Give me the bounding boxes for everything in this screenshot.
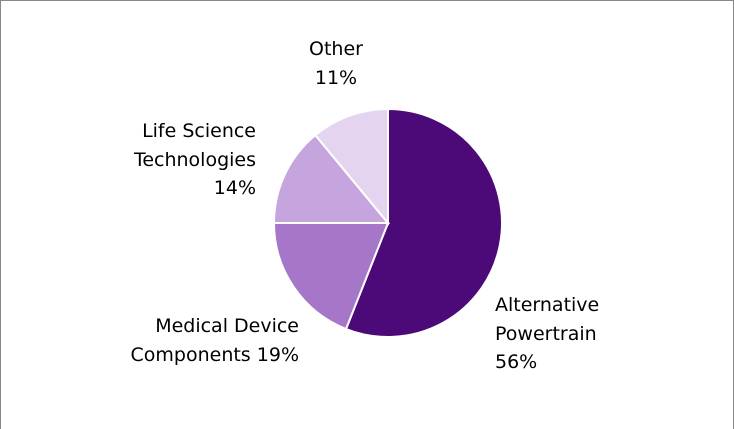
slice-label: Alternative Powertrain 56% [495, 291, 635, 377]
category-name: Life Science Technologies [133, 120, 256, 171]
pie-slice [272, 222, 390, 331]
value-label: 14% [213, 177, 256, 199]
category-name: Medical Device Components [130, 315, 300, 366]
slice-label: Medical Device Components 19% [99, 312, 300, 369]
category-name: Other [309, 38, 363, 60]
pie-slice [272, 133, 391, 224]
value-label: 56% [495, 351, 538, 373]
pie-slice [313, 107, 389, 226]
value-label: 19% [256, 343, 299, 366]
pie-slice [344, 107, 503, 338]
slice-label: Life Science Technologies 14% [96, 117, 256, 203]
category-name: Alternative Powertrain [495, 294, 600, 345]
value-label: 11% [314, 66, 358, 89]
slice-label: Other 11% [291, 35, 381, 92]
